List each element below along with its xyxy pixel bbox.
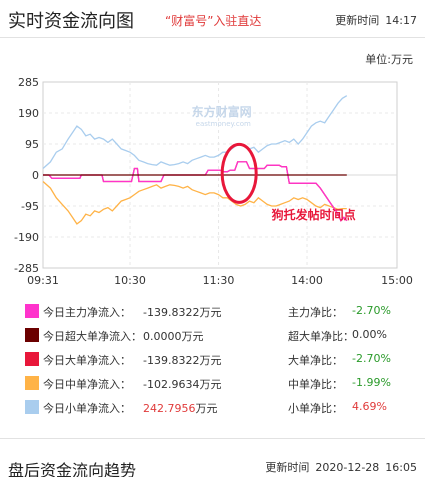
legend-row: 今日中单净流入： -102.9634万元 中单净比： -1.99% xyxy=(25,372,420,396)
legend-ratio: -1.99% xyxy=(352,376,391,389)
legend-ratio: 0.00% xyxy=(352,328,387,341)
legend-value-unit: 万元 xyxy=(181,330,204,343)
update-info: 更新时间 14:17 xyxy=(335,12,417,28)
legend: 今日主力净流入： -139.8322万元 主力净比： -2.70% 今日超大单净流入： 0… xyxy=(25,300,420,420)
footer-title: 盘后资金流向趋势 xyxy=(8,461,137,477)
series-line-mid xyxy=(42,181,347,225)
legend-label: 今日超大单净流入： xyxy=(43,330,142,343)
legend-value: -139.8322万元 xyxy=(143,352,221,368)
legend-ratio: -2.70% xyxy=(352,352,391,365)
legend-value: 0.0000万元 xyxy=(143,328,204,344)
footer-update-time: 16:05 xyxy=(385,461,417,474)
watermark: 东方财富网 xyxy=(192,104,252,119)
x-tick-label: 15:00 xyxy=(381,274,413,287)
legend-ratio: -2.70% xyxy=(352,304,391,317)
x-tick-label: 09:31 xyxy=(27,274,59,287)
footer-update-date: 2020-12-28 xyxy=(315,461,380,474)
legend-ratio-label: 大单净比： xyxy=(288,354,343,367)
y-tick-label: 285 xyxy=(18,76,39,89)
legend-swatch xyxy=(25,352,39,366)
legend-label: 今日中单净流入： xyxy=(43,378,131,391)
footer-update: 更新时间 2020-12-28 16:05 xyxy=(259,459,417,475)
footer: 盘后资金流向趋势 更新时间 2020-12-28 16:05 xyxy=(0,438,425,477)
x-tick-label: 11:30 xyxy=(203,274,235,287)
y-tick-label: -95 xyxy=(21,200,39,213)
legend-value: -139.8322万元 xyxy=(143,304,221,320)
y-tick-label: -190 xyxy=(14,231,39,244)
legend-value: -102.9634万元 xyxy=(143,376,221,392)
legend-swatch xyxy=(25,400,39,414)
legend-label: 今日大单净流入： xyxy=(43,354,131,367)
legend-ratio-label: 超大单净比： xyxy=(288,330,354,343)
legend-swatch xyxy=(25,304,39,318)
legend-value-number: 242.7956 xyxy=(143,402,196,415)
legend-swatch xyxy=(25,376,39,390)
footer-update-label: 更新时间 xyxy=(265,461,310,474)
legend-row: 今日超大单净流入： 0.0000万元 超大单净比： 0.00% xyxy=(25,324,420,348)
legend-value-unit: 万元 xyxy=(199,306,222,319)
annotation-text: 狗托发帖时间点 xyxy=(272,207,356,222)
legend-value-unit: 万元 xyxy=(195,402,218,415)
legend-swatch xyxy=(25,328,39,342)
legend-ratio-label: 小单净比： xyxy=(288,402,343,415)
y-tick-label: -285 xyxy=(14,262,39,275)
legend-label: 今日主力净流入： xyxy=(43,306,131,319)
annotation-circle xyxy=(220,142,258,204)
legend-row: 今日主力净流入： -139.8322万元 主力净比： -2.70% xyxy=(25,300,420,324)
legend-value-number: -102.9634 xyxy=(143,378,200,391)
watermark-sub: eastmoney.com xyxy=(196,120,251,128)
legend-value-number: 0.0000 xyxy=(143,330,182,343)
legend-value-number: -139.8322 xyxy=(143,306,200,319)
legend-ratio-label: 中单净比： xyxy=(288,378,343,391)
legend-row: 今日小单净流入： 242.7956万元 小单净比： 4.69% xyxy=(25,396,420,420)
legend-value-unit: 万元 xyxy=(199,354,222,367)
unit-label: 单位:万元 xyxy=(365,53,413,66)
y-tick-label: 190 xyxy=(18,107,39,120)
y-tick-label: 0 xyxy=(32,169,39,182)
page-title: 实时资金流向图 xyxy=(8,11,134,32)
fortune-link[interactable]: “财富号”入驻直达 xyxy=(165,14,262,28)
legend-value-unit: 万元 xyxy=(199,378,222,391)
legend-value-number: -139.8322 xyxy=(143,354,200,367)
legend-ratio-label: 主力净比： xyxy=(288,306,343,319)
legend-row: 今日大单净流入： -139.8322万元 大单净比： -2.70% xyxy=(25,348,420,372)
header: 实时资金流向图 “财富号”入驻直达 更新时间 14:17 xyxy=(0,0,425,38)
y-tick-label: 95 xyxy=(25,138,39,151)
update-time: 14:17 xyxy=(385,14,417,27)
series-line-small xyxy=(42,95,348,169)
series-line-main xyxy=(43,161,348,222)
legend-value: 242.7956万元 xyxy=(143,400,218,416)
x-tick-label: 10:30 xyxy=(114,274,146,287)
legend-label: 今日小单净流入： xyxy=(43,402,131,415)
legend-ratio: 4.69% xyxy=(352,400,387,413)
update-label: 更新时间 xyxy=(335,14,380,27)
x-tick-label: 14:00 xyxy=(291,274,323,287)
